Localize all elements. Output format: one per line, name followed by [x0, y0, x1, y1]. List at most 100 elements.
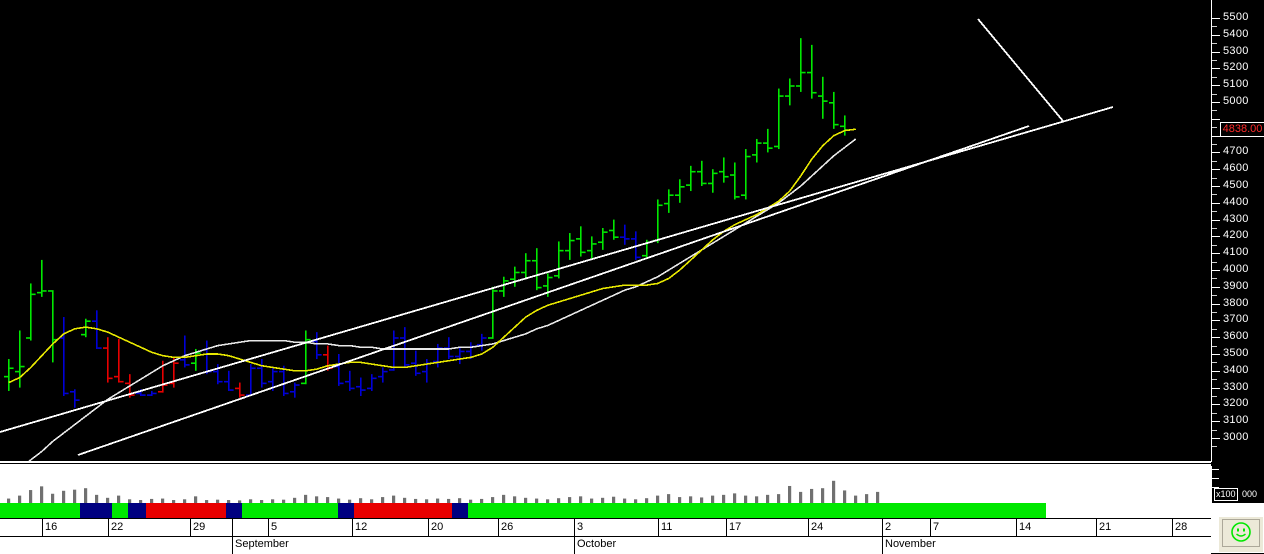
volume-bar — [227, 500, 231, 503]
date-axis-divider — [0, 536, 1211, 537]
price-axis[interactable]: 5500540053005200510050004900480047004600… — [1211, 0, 1264, 462]
price-axis-tick — [1212, 438, 1220, 439]
date-tick-separator — [808, 519, 809, 536]
ohlc-bar — [741, 149, 751, 200]
volume-bar — [469, 499, 473, 503]
date-tick-separator — [1096, 519, 1097, 536]
volume-bar — [832, 480, 836, 503]
status-panel[interactable] — [1218, 516, 1264, 553]
ohlc-bar — [37, 259, 47, 297]
volume-bar — [161, 498, 165, 503]
volume-bar — [711, 495, 715, 503]
ribbon-segment[interactable] — [80, 503, 112, 518]
date-tick-separator — [268, 519, 269, 536]
ohlc-bar — [433, 343, 443, 368]
ohlc-bar — [367, 374, 377, 391]
date-tick-label: 17 — [729, 521, 742, 533]
volume-axis-tick — [1212, 478, 1219, 479]
ohlc-bar — [81, 318, 91, 338]
volume-bar — [403, 497, 407, 503]
ohlc-bar — [422, 359, 432, 383]
price-axis-label: 5000 — [1223, 95, 1249, 107]
ohlc-bar — [488, 286, 498, 339]
volume-bar — [359, 498, 363, 503]
ribbon-segment[interactable] — [0, 503, 80, 518]
price-axis-minor-tick — [1212, 160, 1217, 162]
ohlc-bar — [675, 179, 685, 203]
price-axis-tick — [1212, 18, 1220, 19]
volume-bar — [95, 494, 99, 503]
volume-bar — [326, 497, 330, 503]
price-axis-minor-tick — [1212, 211, 1217, 213]
trendline-upper-resistance — [977, 18, 1064, 122]
ohlc-bar — [136, 389, 146, 396]
volume-bar — [293, 497, 297, 503]
ribbon-segment[interactable] — [338, 503, 354, 518]
ribbon-segment[interactable] — [128, 503, 146, 518]
price-axis-tick — [1212, 118, 1220, 120]
volume-bar — [172, 500, 176, 503]
volume-unit-label: x100 — [1214, 488, 1238, 501]
ohlc-bar — [785, 78, 795, 106]
date-tick-label: 12 — [355, 521, 368, 533]
ohlc-bar — [752, 138, 762, 163]
volume-bars-group — [7, 480, 880, 503]
price-axis-tick — [1212, 320, 1220, 322]
month-label: November — [885, 538, 936, 550]
date-tick-label: 2 — [885, 521, 892, 533]
volume-axis-tick — [1212, 469, 1219, 470]
ohlc-bar — [477, 333, 487, 351]
date-tick-separator — [232, 519, 233, 536]
price-axis-minor-tick — [1212, 362, 1217, 364]
price-axis-label: 5100 — [1223, 78, 1249, 91]
volume-bar — [777, 494, 781, 503]
ribbon-segment[interactable] — [146, 503, 226, 518]
ribbon-segment[interactable] — [112, 503, 128, 518]
month-separator — [882, 536, 883, 554]
price-axis-label: 3800 — [1223, 296, 1249, 309]
price-axis-minor-tick — [1212, 26, 1217, 28]
volume-chart-pane[interactable] — [0, 466, 1211, 503]
price-axis-tick — [1212, 421, 1220, 423]
price-axis-minor-tick — [1212, 144, 1217, 145]
volume-bar — [667, 494, 671, 503]
price-axis-minor-tick — [1212, 312, 1217, 313]
ribbon-segment[interactable] — [468, 503, 1046, 518]
price-axis-label: 4300 — [1223, 212, 1249, 225]
ohlc-bar — [180, 335, 190, 368]
price-axis-label: 4600 — [1223, 162, 1249, 175]
price-axis-label: 4200 — [1223, 229, 1249, 242]
volume-bar — [843, 490, 847, 503]
moving-average-slow-line — [26, 138, 857, 462]
trend-color-ribbon[interactable] — [0, 503, 1211, 518]
ribbon-segment[interactable] — [242, 503, 338, 518]
volume-bar — [106, 497, 110, 503]
volume-bar — [73, 489, 77, 503]
ohlc-bar — [708, 169, 718, 193]
volume-zeros-label: 000 — [1242, 489, 1258, 499]
ohlc-bar — [400, 327, 410, 368]
volume-axis[interactable]: x100 000 — [1211, 466, 1264, 503]
price-axis-tick — [1212, 186, 1220, 187]
price-chart-pane[interactable] — [0, 0, 1211, 462]
date-tick-separator — [930, 519, 931, 536]
price-axis-minor-tick — [1212, 228, 1217, 229]
smiley-icon[interactable] — [1229, 520, 1253, 544]
ohlc-bar — [444, 337, 454, 360]
volume-bar — [579, 496, 583, 503]
volume-bar — [128, 499, 132, 503]
volume-bar — [139, 500, 143, 503]
ribbon-segment[interactable] — [226, 503, 242, 518]
price-axis-label: 3500 — [1223, 347, 1249, 359]
ribbon-segment[interactable] — [354, 503, 452, 518]
ohlc-bar — [598, 228, 608, 250]
ribbon-segment[interactable] — [452, 503, 468, 518]
ohlc-bar — [609, 219, 619, 240]
volume-bar — [645, 498, 649, 503]
ohlc-bar — [697, 160, 707, 186]
ohlc-bar — [829, 91, 839, 129]
price-axis-tick — [1212, 152, 1220, 154]
date-axis[interactable]: 16 22 29 5 12 20 26 3 11 17 24 2 7 14 21 28 September Oc… — [0, 518, 1211, 554]
volume-bar — [370, 499, 374, 503]
volume-bar — [491, 497, 495, 503]
